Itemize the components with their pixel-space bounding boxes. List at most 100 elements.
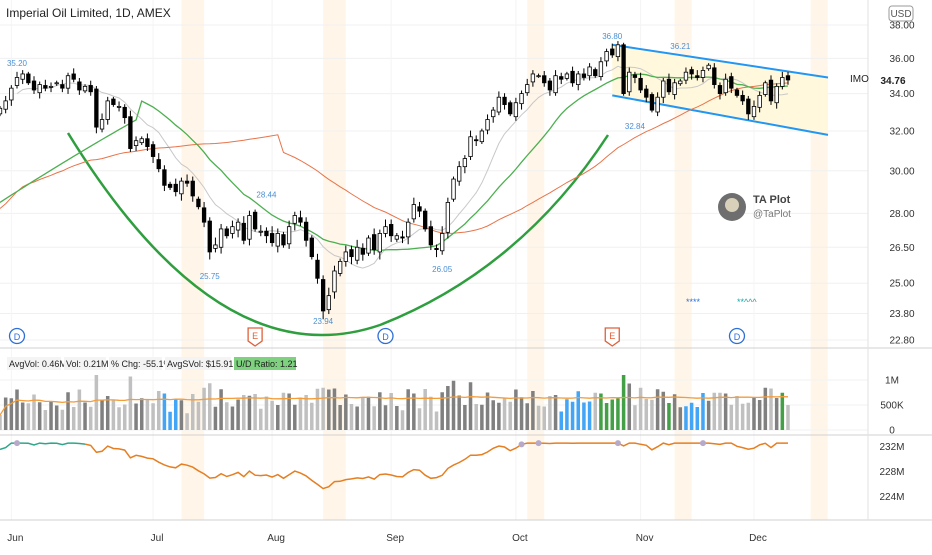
volume-bar (480, 404, 484, 430)
volume-bar (128, 376, 133, 430)
volume-bar (293, 404, 297, 430)
volume-bar (202, 387, 206, 430)
ticker-label: IMO (850, 74, 869, 85)
candle-body (77, 81, 82, 91)
volume-bar (3, 397, 8, 430)
volume-bar (400, 410, 405, 430)
ma-long-line (0, 82, 789, 234)
volume-bar (644, 399, 649, 430)
candle-body (706, 64, 711, 70)
indicator-axis-tick: 224M (879, 492, 904, 503)
earnings-marker[interactable] (604, 327, 620, 347)
volume-bar (111, 399, 116, 430)
time-axis-tick: Dec (749, 533, 767, 544)
volume-bar (304, 395, 308, 430)
indicator-marker (614, 440, 621, 447)
legend-chg: % Chg: -55.1% (111, 359, 172, 369)
volume-bar (253, 394, 257, 430)
price-axis-tick: 36.00 (889, 54, 914, 65)
volume-bar (485, 392, 490, 430)
candle-body (627, 71, 632, 93)
volume-bar (497, 402, 501, 430)
volume-bar (684, 406, 688, 430)
dividend-marker-label: D (734, 332, 741, 342)
legend-ud-ratio: U/D Ratio: 1.21 (236, 359, 298, 369)
volume-bar (383, 405, 388, 430)
legend-box-avgsvol (165, 357, 231, 370)
volume-bar (355, 406, 359, 430)
candle-body (71, 73, 76, 80)
candle-body (0, 107, 3, 115)
volume-bar (536, 405, 541, 430)
candle-body (309, 237, 314, 258)
volume-bar (678, 407, 683, 430)
volume-bar (451, 380, 456, 430)
candle-body (3, 100, 8, 110)
volume-bar (37, 402, 42, 430)
volume-bar (468, 382, 473, 430)
volume-bar (54, 405, 59, 430)
volume-bar (593, 392, 598, 430)
volume-bar (264, 396, 269, 430)
candle-body (9, 87, 14, 101)
candle-body (156, 159, 161, 170)
volume-bar (281, 392, 286, 430)
candle-body (661, 80, 666, 98)
dividend-marker[interactable] (377, 327, 394, 345)
candle-body (264, 230, 269, 237)
volume-bar (71, 407, 76, 430)
watermark-name: TA Plot (753, 194, 791, 206)
volume-bar (519, 397, 524, 430)
volume-bar (735, 396, 739, 430)
candle-body (326, 295, 331, 311)
price-axis-tick: 34.00 (889, 89, 914, 100)
candle-body (14, 77, 20, 86)
volume-bar (718, 392, 722, 430)
volume-bar (83, 402, 87, 430)
volume-bar (633, 405, 637, 430)
peak-label: 25.75 (200, 272, 221, 281)
signal-marker: **^^^ (737, 297, 757, 307)
volume-bar (491, 400, 495, 430)
dividend-marker[interactable] (8, 327, 26, 345)
volume-bar (701, 393, 705, 430)
volume-bar (310, 402, 314, 430)
price-axis-tick: 30.00 (889, 166, 914, 177)
time-axis-tick: Jun (7, 533, 23, 544)
volume-bar (247, 395, 252, 430)
volume-bar (389, 393, 393, 430)
volume-bar (570, 401, 575, 430)
dividend-marker[interactable] (728, 327, 746, 345)
price-axis-tick: 28.00 (889, 209, 914, 220)
volume-bar (706, 400, 711, 430)
volume-bar (32, 394, 36, 430)
candle-body (740, 95, 745, 102)
volume-bar (650, 399, 654, 430)
volume-bar (695, 407, 700, 430)
candle-body (281, 234, 286, 246)
volume-bar (105, 396, 110, 430)
volume-bar (145, 399, 150, 430)
volume-bar (599, 393, 603, 430)
time-axis-tick: Jul (151, 533, 164, 544)
volume-bar (616, 398, 620, 430)
earnings-marker[interactable] (247, 327, 263, 347)
volume-axis-tick: 1M (885, 376, 899, 387)
volume-bar (207, 383, 212, 430)
candle-body (275, 233, 280, 247)
candle-body (678, 80, 683, 85)
peak-label: 36.80 (602, 32, 623, 41)
volume-bar (94, 375, 99, 430)
candle-body (468, 136, 473, 157)
volume-bar (372, 406, 376, 430)
candle-body (99, 119, 105, 130)
candle-body (717, 85, 723, 94)
candle-body (440, 233, 445, 252)
candle-body (666, 78, 672, 93)
volume-bar (423, 389, 427, 430)
currency-badge[interactable] (888, 5, 914, 22)
volume-bar (88, 406, 93, 430)
volume-bar (43, 410, 48, 430)
volume-bar (185, 413, 189, 430)
candle-body (26, 73, 31, 84)
